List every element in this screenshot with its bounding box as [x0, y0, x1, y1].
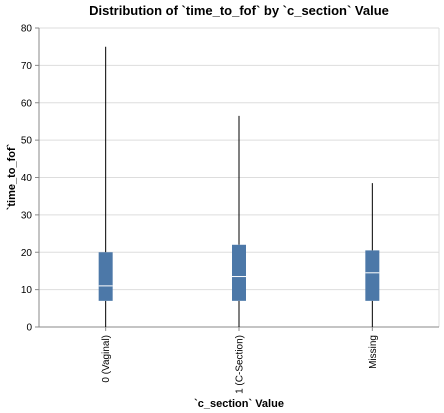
box-group	[98, 46, 113, 327]
box	[232, 244, 246, 301]
box	[365, 250, 380, 301]
x-tick-label: Missing	[368, 335, 379, 369]
box-group	[232, 115, 246, 327]
x-axis-title: `c_section` Value	[194, 398, 284, 410]
y-tick-label: 20	[21, 248, 33, 259]
y-tick-label: 40	[21, 173, 33, 184]
y-tick-label: 50	[21, 136, 33, 147]
y-tick-label: 80	[21, 24, 33, 35]
y-tick-label: 70	[21, 61, 33, 72]
x-tick-label: 0 (Vaginal)	[101, 335, 112, 383]
y-tick-label: 10	[21, 285, 33, 296]
box-group	[365, 183, 380, 327]
y-tick-label: 60	[21, 98, 33, 109]
y-tick-label: 30	[21, 210, 33, 221]
x-tick-label: 1 (C-Section)	[235, 335, 246, 394]
box	[98, 252, 113, 301]
y-axis-title: `time_to_fof`	[6, 143, 18, 210]
box-marks	[98, 46, 380, 327]
axes: 0 10 20 30 40 50 60 70 80 0 (Vaginal) 1 (C-Section…	[21, 24, 439, 394]
y-tick-label: 0	[26, 323, 32, 334]
chart-title: Distribution of `time_to_fof` by `c_sect…	[89, 3, 389, 18]
